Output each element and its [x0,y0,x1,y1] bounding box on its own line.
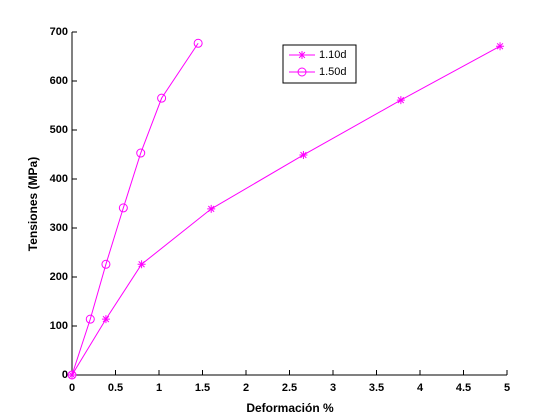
marker [496,42,505,51]
y-tick-label: 500 [50,124,68,136]
x-axis-label: Deformación % [246,401,334,415]
marker [136,148,146,158]
y-axis-label: Tensiones (MPa) [26,157,40,251]
marker [157,93,167,103]
x-tick-label: 2 [243,382,249,394]
marker [101,315,110,324]
x-tick-label: 3 [330,382,336,394]
y-tick-label: 200 [50,271,68,283]
x-tick-label: 1.5 [195,382,210,394]
marker [207,204,216,213]
y-tick-label: 300 [50,222,68,234]
series-line [71,42,199,376]
x-tick-label: 4 [417,382,424,394]
x-tick-label: 5 [504,382,510,394]
x-tick-label: 0.5 [108,382,123,394]
legend-marker [298,51,306,59]
y-tick-label: 100 [50,320,68,332]
y-tick-label: 600 [50,75,68,87]
marker [67,370,77,380]
x-tick-label: 2.5 [282,382,297,394]
legend-label: 1.10d [319,49,347,61]
marker [137,260,146,269]
x-tick-label: 0 [69,382,75,394]
marker [85,314,95,324]
x-tick-label: 4.5 [456,382,471,394]
x-tick-label: 1 [156,382,162,394]
legend-label: 1.50d [319,66,347,78]
marker [193,38,203,48]
marker [101,259,111,269]
marker [118,203,128,213]
y-tick-label: 0 [62,369,68,381]
marker [299,150,308,159]
legend: 1.10d 1.50d [282,44,357,84]
y-tick-label: 700 [50,26,68,38]
marker [396,96,405,105]
x-tick-label: 3.5 [369,382,384,394]
legend-marker [297,67,307,77]
legend-box [282,44,357,84]
y-tick-label: 400 [50,173,68,185]
